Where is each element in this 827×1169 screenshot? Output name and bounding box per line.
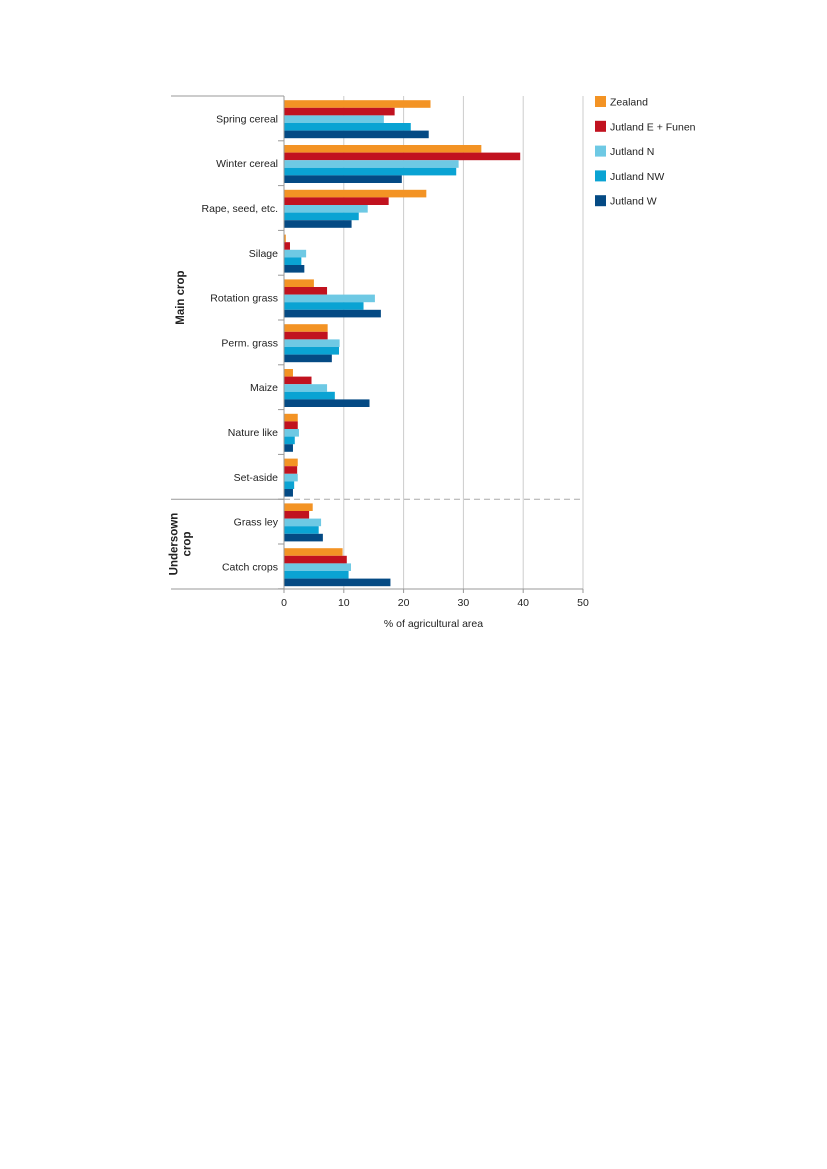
bar [284, 160, 459, 168]
legend-swatch [595, 170, 606, 182]
chart-svg: Spring cereal Winter cereal Rape, seed, et… [169, 95, 696, 630]
bar [284, 578, 391, 587]
bar [284, 100, 431, 108]
bar [284, 331, 328, 340]
category-label: Rotation grass [210, 293, 278, 305]
bar [284, 265, 305, 273]
legend-swatch [595, 96, 606, 107]
legend-label: Zealand [610, 97, 648, 109]
legend: Zealand Jutland E + Funen Jutland N Jutland… [595, 96, 696, 208]
x-tick-label: 50 [577, 597, 589, 609]
category-label: Maize [250, 382, 278, 394]
bar [284, 347, 340, 355]
bar [284, 466, 298, 474]
group-label-line: Undersown [169, 513, 181, 576]
bar [284, 444, 293, 452]
bar [284, 287, 328, 295]
bar [284, 339, 340, 347]
bar [284, 518, 322, 527]
bar [284, 511, 310, 519]
bar [284, 309, 381, 318]
x-tick-label: 20 [398, 597, 410, 609]
bar [284, 376, 312, 385]
bar [284, 503, 313, 511]
category-label: Catch crops [222, 561, 278, 573]
bar [284, 197, 389, 205]
bar [284, 107, 395, 116]
category-label: Spring cereal [216, 113, 278, 125]
bar [284, 167, 457, 176]
category-label: Silage [249, 248, 278, 260]
bar [284, 399, 370, 407]
bar [284, 205, 368, 213]
bar-chart: Spring cereal Winter cereal Rape, seed, et… [169, 95, 696, 630]
category-label: Set-aside [234, 472, 279, 484]
x-tick-label: 30 [458, 597, 470, 609]
group-label-line: Main crop [175, 270, 187, 324]
bar [284, 302, 364, 310]
bar [284, 115, 384, 123]
bar [284, 571, 349, 579]
bars [284, 100, 521, 587]
bar [284, 152, 521, 161]
bar [284, 212, 359, 221]
bar [284, 421, 298, 429]
x-tick-label: 40 [517, 597, 529, 609]
bar [284, 436, 295, 445]
legend-swatch [595, 145, 606, 157]
bar [284, 555, 347, 564]
x-axis-title: % of agricultural area [384, 618, 483, 630]
bar [284, 429, 299, 437]
category-label: Nature like [228, 427, 278, 439]
bar [284, 354, 332, 363]
bar [284, 189, 427, 198]
group-label: Undersowncrop [169, 513, 194, 576]
bar [284, 175, 402, 183]
x-tick-label: 10 [338, 597, 350, 609]
category-label: Rape, seed, etc. [202, 203, 278, 215]
group-labels: Main crop Undersowncrop [169, 270, 194, 575]
group-label: Main crop [175, 270, 187, 324]
bar [284, 324, 328, 332]
bar [284, 548, 343, 556]
legend-label: Jutland N [610, 146, 654, 158]
legend-label: Jutland W [610, 196, 657, 208]
bar [284, 473, 298, 482]
category-labels: Spring cereal Winter cereal Rape, seed, et… [202, 113, 279, 573]
bar [284, 481, 295, 489]
x-tick-labels: 0 10 20 30 40 50 [281, 597, 589, 609]
bar [284, 249, 307, 258]
bar [284, 257, 302, 265]
bar [284, 384, 328, 392]
legend-label: Jutland NW [610, 171, 664, 183]
group-label-line: crop [182, 532, 194, 557]
bar [284, 533, 323, 542]
axes [171, 95, 584, 593]
bar [284, 220, 352, 228]
bar [284, 279, 314, 287]
bar [284, 458, 298, 467]
gridlines [343, 96, 584, 589]
bar [284, 563, 351, 571]
bar [284, 294, 375, 303]
category-label: Grass ley [234, 517, 279, 529]
bar [284, 242, 290, 250]
bar [284, 391, 335, 400]
bar [284, 234, 286, 243]
x-tick-label: 0 [281, 597, 287, 609]
category-label: Winter cereal [216, 158, 278, 170]
bar [284, 369, 293, 377]
bar [284, 413, 298, 422]
legend-label: Jutland E + Funen [610, 121, 696, 133]
legend-swatch [595, 120, 606, 132]
bar [284, 526, 319, 534]
bar [284, 130, 429, 139]
category-label: Perm. grass [221, 337, 278, 349]
legend-swatch [595, 195, 606, 207]
bar [284, 489, 293, 497]
bar [284, 123, 411, 131]
bar [284, 145, 482, 153]
